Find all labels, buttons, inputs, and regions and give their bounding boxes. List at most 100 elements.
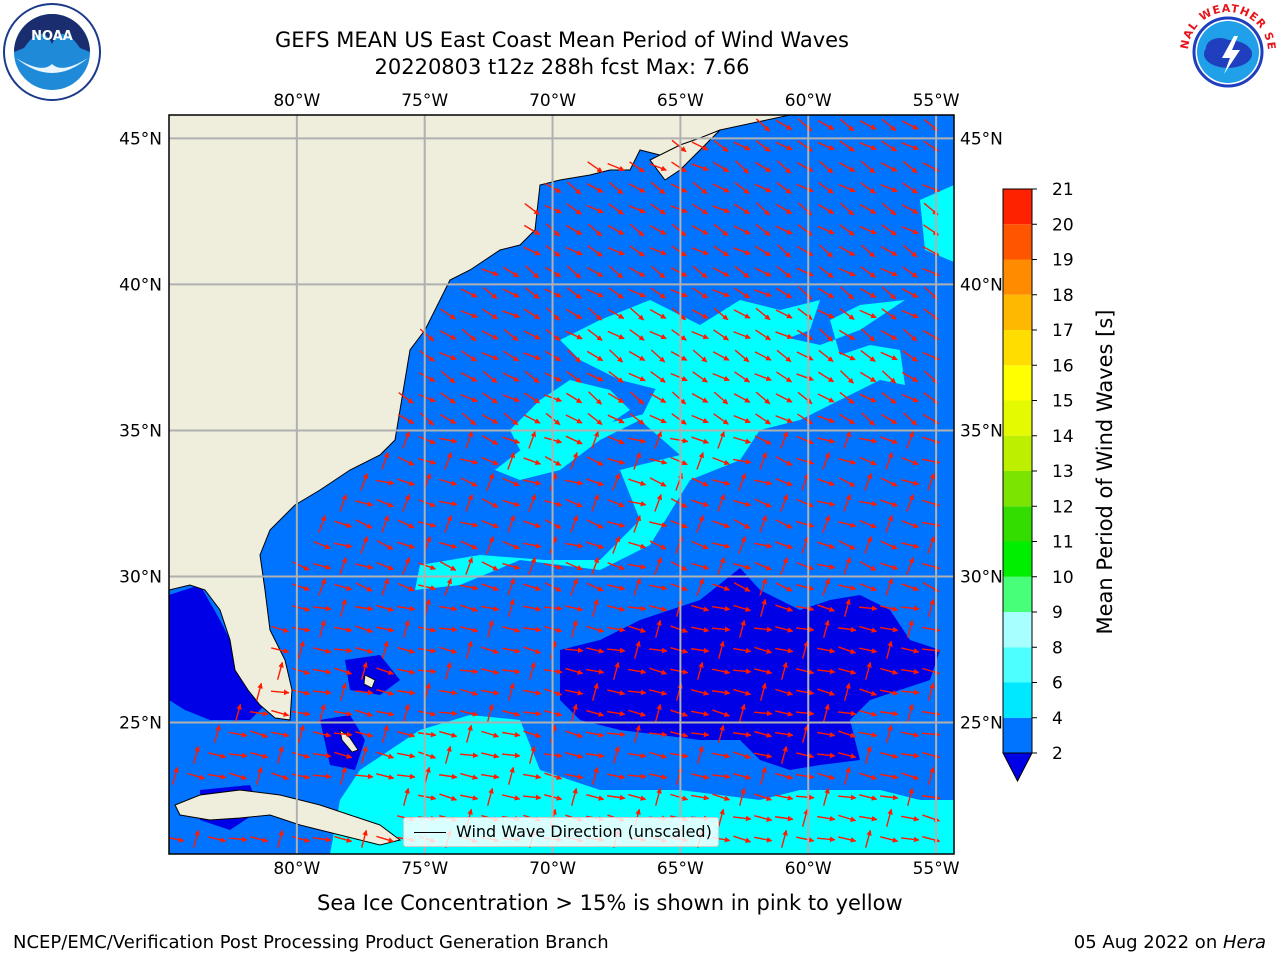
wind-arrow bbox=[796, 605, 815, 612]
wind-arrow bbox=[780, 745, 788, 764]
wind-arrow bbox=[775, 141, 793, 151]
wind-arrow bbox=[649, 773, 668, 780]
wind-arrow bbox=[838, 329, 856, 341]
wind-arrow bbox=[670, 372, 688, 382]
wind-arrow bbox=[649, 458, 668, 465]
wind-arrow bbox=[817, 772, 836, 780]
wind-arrow bbox=[691, 225, 709, 235]
wind-arrow bbox=[881, 202, 897, 216]
wind-arrow bbox=[608, 371, 624, 383]
wind-arrow bbox=[523, 414, 541, 424]
wind-arrow bbox=[817, 688, 836, 696]
wind-arrow bbox=[696, 452, 704, 470]
wind-arrow bbox=[649, 330, 667, 340]
wind-arrow bbox=[397, 456, 415, 466]
wind-arrow bbox=[692, 203, 709, 215]
wind-arrow bbox=[885, 640, 893, 659]
wind-arrow bbox=[417, 731, 437, 738]
wind-arrow bbox=[797, 224, 813, 236]
land-mass-north-america bbox=[169, 115, 791, 721]
wind-arrow bbox=[486, 619, 494, 638]
wind-arrow bbox=[313, 540, 331, 550]
wind-arrow bbox=[381, 640, 389, 659]
wind-arrow bbox=[318, 578, 326, 596]
wind-arrow bbox=[439, 541, 458, 549]
wind-arrow bbox=[360, 473, 368, 491]
legend-label: Wind Wave Direction (unscaled) bbox=[456, 822, 712, 841]
wind-arrow bbox=[460, 540, 478, 550]
map-legend: Wind Wave Direction (unscaled) bbox=[403, 817, 719, 847]
wind-arrow bbox=[419, 350, 435, 362]
wind-arrow bbox=[523, 352, 541, 360]
wind-arrow bbox=[797, 413, 814, 425]
wind-arrow bbox=[901, 478, 920, 486]
wind-arrow bbox=[440, 370, 456, 384]
lat-tick-label-left: 25°N bbox=[119, 714, 162, 734]
wind-arrow bbox=[486, 787, 494, 806]
wind-arrow bbox=[732, 815, 752, 822]
wind-arrow bbox=[901, 371, 919, 383]
wind-arrow bbox=[397, 730, 416, 738]
wind-arrow bbox=[565, 667, 584, 675]
wind-arrow bbox=[439, 730, 458, 738]
wind-arrow bbox=[629, 413, 645, 425]
wind-arrow bbox=[859, 225, 877, 235]
wind-arrow bbox=[901, 225, 919, 235]
wind-arrow bbox=[607, 457, 626, 465]
wind-arrow bbox=[481, 730, 500, 738]
wind-arrow bbox=[438, 626, 458, 633]
colorbar-segment bbox=[1003, 189, 1032, 225]
wind-arrow bbox=[649, 163, 667, 172]
wind-arrow bbox=[713, 307, 729, 321]
wind-arrow bbox=[859, 647, 878, 654]
wind-arrow bbox=[691, 141, 709, 151]
wind-arrow bbox=[671, 307, 687, 321]
wind-arrow bbox=[839, 224, 855, 236]
wind-arrow bbox=[566, 203, 582, 215]
wind-arrow bbox=[460, 521, 479, 528]
wind-arrow bbox=[649, 689, 668, 696]
wind-arrow bbox=[691, 562, 710, 570]
wind-arrow bbox=[733, 247, 751, 255]
wind-arrow bbox=[691, 436, 710, 444]
wind-arrow bbox=[376, 751, 395, 759]
wind-arrow bbox=[902, 412, 918, 426]
wind-arrow bbox=[398, 392, 414, 404]
wind-arrow bbox=[607, 710, 626, 717]
wind-arrow bbox=[461, 412, 477, 426]
wind-arrow bbox=[879, 794, 899, 801]
lon-tick-label-top: 60°W bbox=[785, 91, 832, 111]
wind-arrow bbox=[339, 494, 347, 512]
lon-labels-top: 80°W 75°W 70°W 65°W 60°W 55°W bbox=[273, 91, 959, 111]
wind-arrow bbox=[754, 730, 773, 738]
wind-arrow bbox=[528, 661, 536, 680]
wind-arrow bbox=[292, 710, 311, 717]
wind-arrow bbox=[628, 183, 646, 193]
wind-arrow bbox=[860, 266, 876, 278]
wind-arrow bbox=[633, 578, 641, 596]
wind-arrow bbox=[755, 413, 771, 425]
wind-arrow bbox=[817, 478, 836, 486]
wind-arrow bbox=[381, 578, 389, 596]
wind-arrow bbox=[712, 709, 731, 717]
wind-arrow bbox=[460, 458, 479, 465]
wind-arrow bbox=[523, 224, 541, 236]
lon-tick-label-bottom: 55°W bbox=[913, 859, 960, 879]
wind-arrow bbox=[334, 542, 353, 549]
sea-ice-note: Sea Ice Concentration > 15% is shown in … bbox=[317, 891, 903, 915]
wind-arrow bbox=[419, 412, 435, 426]
wind-arrow bbox=[607, 414, 625, 424]
wind-arrow bbox=[754, 161, 772, 173]
wind-arrow bbox=[691, 773, 710, 780]
wind-arrow bbox=[381, 724, 389, 743]
wind-arrow bbox=[567, 349, 581, 363]
wind-arrow bbox=[818, 160, 834, 174]
wind-arrow bbox=[671, 245, 687, 257]
wind-arrow bbox=[607, 330, 625, 340]
wind-arrow bbox=[713, 223, 729, 237]
wind-arrow bbox=[292, 835, 311, 843]
field-region-dark-3 bbox=[345, 655, 400, 695]
wind-arrow bbox=[759, 766, 767, 785]
wind-arrow bbox=[733, 772, 752, 780]
wind-arrow bbox=[481, 605, 500, 612]
